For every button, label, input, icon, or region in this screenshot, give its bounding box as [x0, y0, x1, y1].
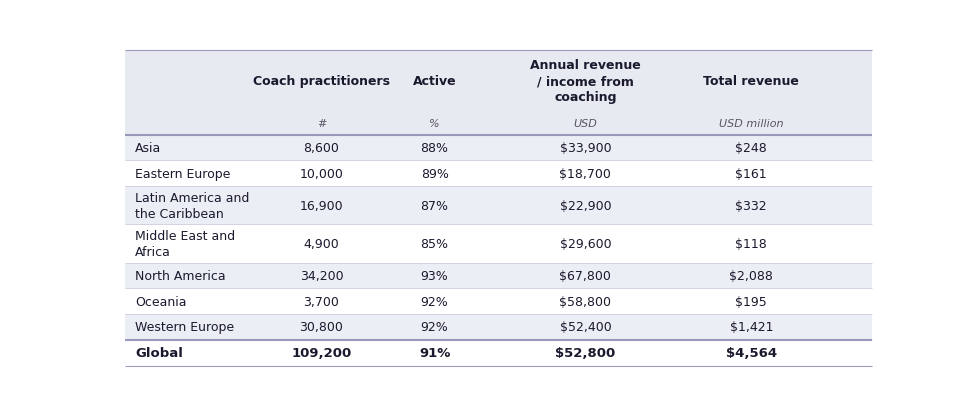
Text: 89%: 89% [420, 167, 449, 180]
Text: 88%: 88% [420, 142, 449, 154]
Bar [126, 112, 872, 135]
Text: $52,800: $52,800 [556, 347, 616, 359]
Text: Oceania: Oceania [135, 295, 187, 308]
Text: $195: $195 [736, 295, 767, 308]
Text: Global: Global [135, 347, 183, 359]
Text: #: # [317, 119, 326, 129]
Text: $332: $332 [736, 199, 767, 212]
Text: $4,564: $4,564 [726, 347, 776, 359]
Text: $248: $248 [736, 142, 767, 154]
Bar [126, 51, 872, 112]
Text: 92%: 92% [420, 320, 449, 334]
Text: 87%: 87% [420, 199, 449, 212]
Text: $29,600: $29,600 [559, 237, 611, 250]
Text: 3,700: 3,700 [304, 295, 340, 308]
Text: $118: $118 [736, 237, 767, 250]
Bar [126, 161, 872, 187]
Bar [126, 340, 872, 366]
Text: $161: $161 [736, 167, 767, 180]
Text: USD million: USD million [719, 119, 783, 129]
Text: 10,000: 10,000 [300, 167, 343, 180]
Text: $18,700: $18,700 [559, 167, 611, 180]
Text: $67,800: $67,800 [559, 269, 611, 282]
Text: North America: North America [135, 269, 226, 282]
Text: 8,600: 8,600 [304, 142, 340, 154]
Text: 109,200: 109,200 [291, 347, 351, 359]
Text: $52,400: $52,400 [559, 320, 611, 334]
Text: Annual revenue
/ income from
coaching: Annual revenue / income from coaching [530, 59, 641, 104]
Bar [126, 135, 872, 161]
Text: 16,900: 16,900 [300, 199, 343, 212]
Bar [126, 314, 872, 340]
Text: 85%: 85% [420, 237, 449, 250]
Bar [126, 187, 872, 225]
Bar [126, 289, 872, 314]
Text: %: % [429, 119, 440, 129]
Text: Middle East and
Africa: Middle East and Africa [135, 230, 235, 259]
Text: Latin America and
the Caribbean: Latin America and the Caribbean [135, 191, 249, 220]
Bar [126, 225, 872, 263]
Text: $33,900: $33,900 [559, 142, 611, 154]
Bar [126, 263, 872, 289]
Text: Western Europe: Western Europe [135, 320, 234, 334]
Text: Asia: Asia [135, 142, 162, 154]
Text: Coach practitioners: Coach practitioners [253, 75, 390, 88]
Text: 92%: 92% [420, 295, 449, 308]
Text: $1,421: $1,421 [730, 320, 773, 334]
Text: Eastern Europe: Eastern Europe [135, 167, 231, 180]
Text: 91%: 91% [419, 347, 450, 359]
Text: $2,088: $2,088 [730, 269, 774, 282]
Text: Total revenue: Total revenue [703, 75, 799, 88]
Text: 93%: 93% [420, 269, 449, 282]
Text: Active: Active [413, 75, 456, 88]
Text: $22,900: $22,900 [559, 199, 611, 212]
Text: 4,900: 4,900 [304, 237, 340, 250]
Text: USD: USD [573, 119, 597, 129]
Text: 34,200: 34,200 [300, 269, 343, 282]
Text: 30,800: 30,800 [300, 320, 343, 334]
Text: $58,800: $58,800 [559, 295, 611, 308]
